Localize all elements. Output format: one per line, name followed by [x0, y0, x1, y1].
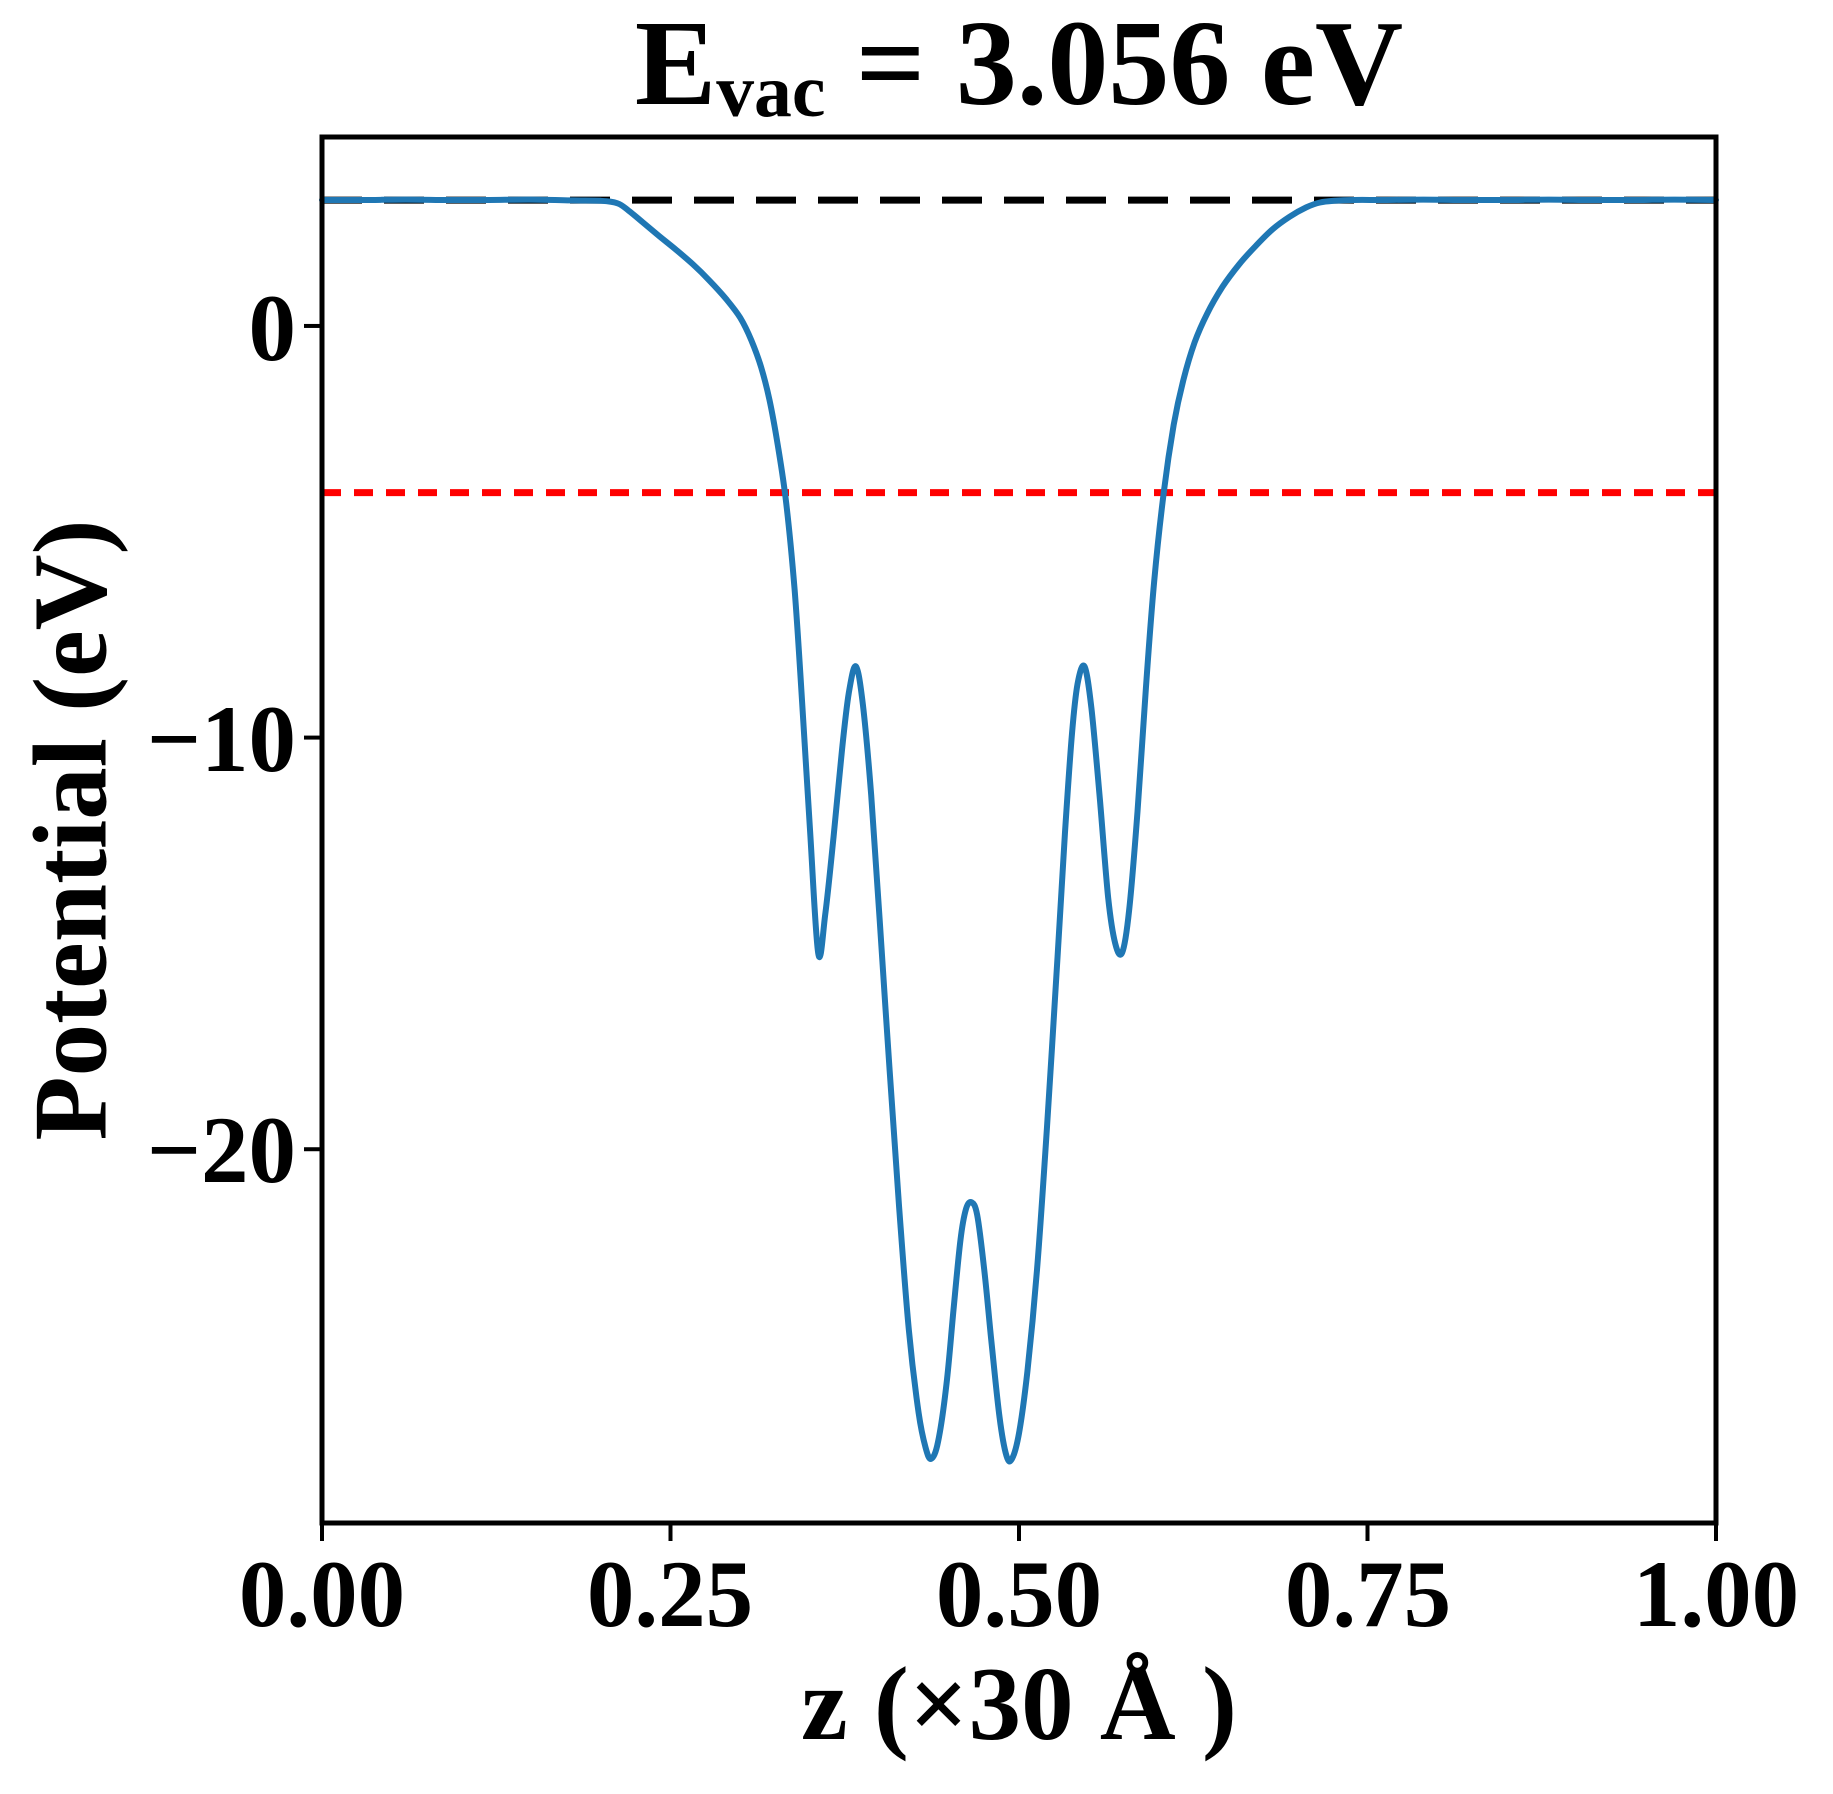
y-tick-label-0: 0	[248, 275, 297, 381]
x-tick-label-075: 0.75	[1284, 1541, 1452, 1647]
axis-frame	[319, 134, 1719, 1526]
y-tick-label-m10: −10	[146, 686, 296, 792]
title-evac-subscript: vac	[716, 50, 826, 134]
figure-title: Evac = 3.056 eV	[322, 3, 1716, 141]
y-tick-label-m20: −20	[146, 1097, 296, 1203]
x-tick-label-025: 0.25	[586, 1541, 754, 1647]
potential-curve	[319, 196, 1719, 1465]
title-evac-value: = 3.056 eV	[825, 0, 1404, 131]
y-axis-label: Potential (eV)	[11, 519, 129, 1141]
x-tick-label-050: 0.50	[935, 1541, 1103, 1647]
x-axis-label: z (×30 Å )	[801, 1645, 1237, 1762]
title-evac-symbol: E	[634, 0, 717, 131]
x-tick-label-000: 0.00	[238, 1541, 406, 1647]
x-tick-label-100: 1.00	[1632, 1541, 1800, 1647]
